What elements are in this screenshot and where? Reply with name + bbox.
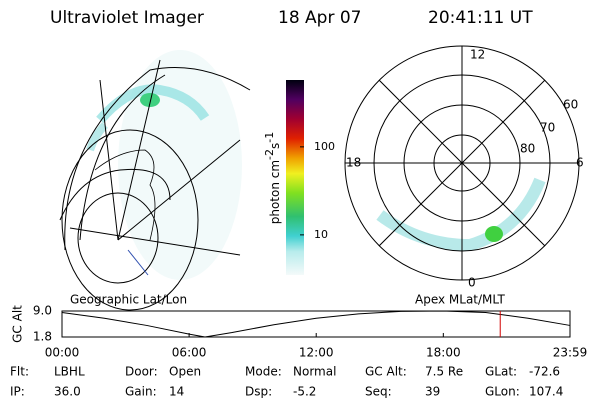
y-axis-label: GC Alt (11, 305, 25, 343)
map-label: Geographic Lat/Lon (70, 293, 187, 307)
colorbar-tick-label: 10 (314, 228, 328, 241)
field-value: 107.4 (529, 385, 563, 399)
field-label: Door: (125, 365, 158, 379)
field-label: GLon: (485, 385, 520, 399)
field-value: 14 (169, 385, 184, 399)
y-tick-label: 9.0 (33, 304, 52, 318)
field-value: 7.5 Re (425, 365, 463, 379)
polar-label: Apex MLat/MLT (415, 293, 505, 307)
field-label: Dsp: (245, 385, 272, 399)
field-label: GC Alt: (365, 365, 407, 379)
field-value: -5.2 (293, 385, 316, 399)
lat-label: 80 (520, 142, 535, 156)
lat-label: 70 (540, 121, 555, 135)
label-part: -2 (263, 149, 276, 160)
field-label: Seq: (365, 385, 392, 399)
colorbar-gradient (286, 80, 304, 275)
x-tick-label: 18:00 (426, 346, 461, 360)
x-tick-label: 12:00 (299, 346, 334, 360)
header: Ultraviolet Imager 18 Apr 07 20:41:11 UT (50, 8, 533, 28)
altitude-plot: GC Alt 9.0 1.8 00:00 06:00 12:00 18:00 23:59 (11, 304, 588, 360)
field-value: LBHL (54, 365, 85, 379)
label-part: s (268, 143, 282, 149)
field-label: Flt: (10, 365, 29, 379)
altitude-line (61, 310, 571, 338)
mlt-label: 12 (470, 48, 485, 62)
field-label: GLat: (485, 365, 517, 379)
date: 18 Apr 07 (278, 8, 361, 28)
y-tick-label: 1.8 (33, 330, 52, 344)
x-tick-label: 00:00 (45, 346, 80, 360)
field-label: Gain: (125, 385, 157, 399)
colorbar-tick-label: 100 (314, 140, 335, 153)
field-value: 39 (425, 385, 440, 399)
mlt-label: 0 (468, 276, 476, 290)
field-value: -72.6 (529, 365, 560, 379)
polar-plot: 12 18 6 0 60 70 80 Apex MLat/MLT (344, 45, 584, 307)
label-part: photon cm (268, 160, 282, 224)
field-label: IP: (10, 385, 25, 399)
lat-label: 60 (563, 98, 578, 112)
field-label: Mode: (245, 365, 282, 379)
field-value: Open (169, 365, 201, 379)
field-value: 36.0 (54, 385, 81, 399)
time: 20:41:11 UT (428, 8, 533, 28)
field-value: Normal (293, 365, 336, 379)
geo-map: Geographic Lat/Lon (59, 50, 251, 311)
footer: Flt: LBHL Door: Open Mode: Normal GC Alt: 7.5 R… (10, 365, 563, 399)
colorbar-label: photon cm-2s-1 (263, 132, 282, 225)
label-part: -1 (263, 132, 276, 143)
colorbar: photon cm-2s-1 (263, 80, 304, 275)
mlt-label: 18 (346, 156, 361, 170)
x-tick-label: 23:59 (553, 346, 588, 360)
x-tick-label: 06:00 (172, 346, 207, 360)
title: Ultraviolet Imager (50, 8, 204, 28)
mlt-label: 6 (576, 156, 584, 170)
